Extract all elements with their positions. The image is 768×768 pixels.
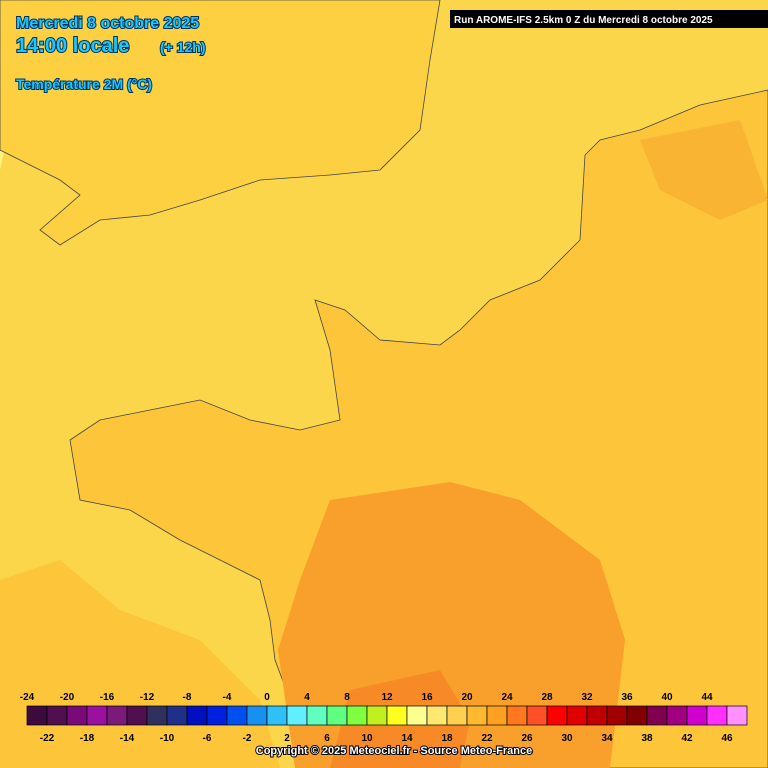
legend-swatch bbox=[106, 705, 128, 726]
legend-swatch bbox=[546, 705, 568, 726]
legend-label: 24 bbox=[501, 692, 513, 703]
legend-swatch bbox=[446, 705, 468, 726]
legend-swatch bbox=[366, 705, 388, 726]
legend-swatch bbox=[206, 705, 228, 726]
legend-label: -14 bbox=[120, 733, 135, 744]
legend-label: -22 bbox=[40, 733, 55, 744]
legend-label: 2 bbox=[284, 733, 290, 744]
legend-label: -10 bbox=[160, 733, 175, 744]
legend-swatch bbox=[606, 705, 628, 726]
legend-swatch bbox=[226, 705, 248, 726]
legend-swatch bbox=[526, 705, 548, 726]
legend-label: 46 bbox=[721, 733, 733, 744]
time: 14:00 locale bbox=[16, 35, 129, 57]
legend-label: 16 bbox=[421, 692, 433, 703]
england bbox=[0, 0, 441, 246]
legend-label: -4 bbox=[223, 692, 232, 703]
legend-swatch bbox=[146, 705, 168, 726]
legend-label: 6 bbox=[324, 733, 330, 744]
legend-swatch bbox=[186, 705, 208, 726]
legend-label: -20 bbox=[60, 692, 75, 703]
legend-label: 40 bbox=[661, 692, 673, 703]
legend-swatch bbox=[486, 705, 508, 726]
copyright: Copyright © 2025 Meteociel.fr - Source M… bbox=[256, 745, 532, 757]
legend-label: 20 bbox=[461, 692, 473, 703]
legend-swatch bbox=[166, 705, 188, 726]
legend-label: 8 bbox=[344, 692, 350, 703]
legend-label: -2 bbox=[243, 733, 252, 744]
legend-swatch bbox=[66, 705, 88, 726]
legend-swatch bbox=[326, 705, 348, 726]
legend-swatch bbox=[426, 705, 448, 726]
legend-label: 0 bbox=[264, 692, 270, 703]
legend-label: 10 bbox=[361, 733, 373, 744]
legend-swatch bbox=[86, 705, 108, 726]
legend-label: -12 bbox=[140, 692, 155, 703]
legend-swatch bbox=[266, 705, 288, 726]
legend-swatch bbox=[46, 705, 68, 726]
legend-swatch bbox=[706, 705, 728, 726]
run-box bbox=[450, 10, 768, 28]
legend-swatch bbox=[726, 705, 748, 726]
legend-swatch bbox=[686, 705, 708, 726]
warm-area-north bbox=[640, 120, 768, 220]
date: Mercredi 8 octobre 2025 bbox=[16, 15, 199, 32]
legend-swatch bbox=[646, 705, 668, 726]
legend-swatch bbox=[126, 705, 148, 726]
legend-label: 42 bbox=[681, 733, 693, 744]
offset: (+ 12h) bbox=[160, 39, 206, 55]
legend-swatch bbox=[666, 705, 688, 726]
legend-swatch bbox=[586, 705, 608, 726]
legend-swatch bbox=[306, 705, 328, 726]
legend-swatch bbox=[406, 705, 428, 726]
legend-swatch bbox=[246, 705, 268, 726]
legend-swatch bbox=[506, 705, 528, 726]
legend-label: 32 bbox=[581, 692, 593, 703]
legend-swatch bbox=[626, 705, 648, 726]
legend-label: 44 bbox=[701, 692, 713, 703]
legend-label: 34 bbox=[601, 733, 613, 744]
legend-label: 14 bbox=[401, 733, 413, 744]
run-info: Run AROME-IFS 2.5km 0 Z du Mercredi 8 oc… bbox=[454, 15, 713, 26]
legend-label: 28 bbox=[541, 692, 553, 703]
legend-swatch bbox=[26, 705, 48, 726]
legend-label: 22 bbox=[481, 733, 493, 744]
legend-label: -18 bbox=[80, 733, 95, 744]
legend-swatch bbox=[566, 705, 588, 726]
legend-swatch bbox=[386, 705, 408, 726]
legend-label: -8 bbox=[183, 692, 192, 703]
legend-swatch bbox=[466, 705, 488, 726]
legend-label: 26 bbox=[521, 733, 533, 744]
legend-label: 38 bbox=[641, 733, 653, 744]
legend-swatch bbox=[286, 705, 308, 726]
legend-label: 4 bbox=[304, 692, 310, 703]
legend-label: 12 bbox=[381, 692, 393, 703]
legend-label: -24 bbox=[20, 692, 35, 703]
legend-label: 30 bbox=[561, 733, 573, 744]
parameter: Température 2M (°C) bbox=[16, 76, 152, 92]
legend: -24-22-20-18-16-14-12-10-8-6-4-202468101… bbox=[20, 692, 748, 744]
legend-label: 36 bbox=[621, 692, 633, 703]
legend-label: -6 bbox=[203, 733, 212, 744]
legend-swatch bbox=[346, 705, 368, 726]
legend-label: 18 bbox=[441, 733, 453, 744]
legend-label: -16 bbox=[100, 692, 115, 703]
